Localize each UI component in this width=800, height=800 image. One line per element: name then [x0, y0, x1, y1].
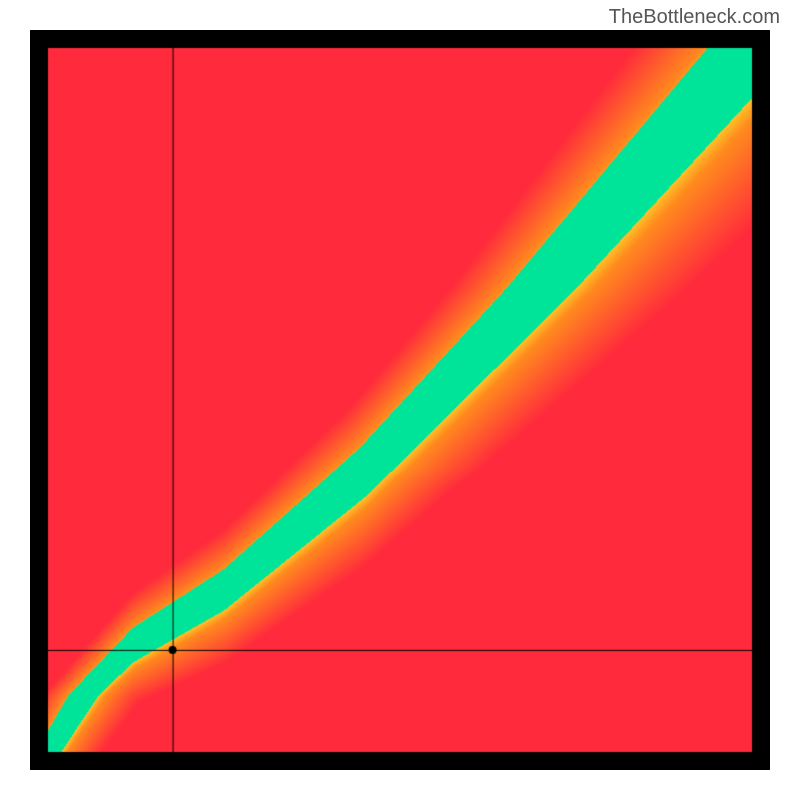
watermark-text: TheBottleneck.com	[609, 6, 780, 29]
bottleneck-heatmap	[30, 30, 770, 770]
